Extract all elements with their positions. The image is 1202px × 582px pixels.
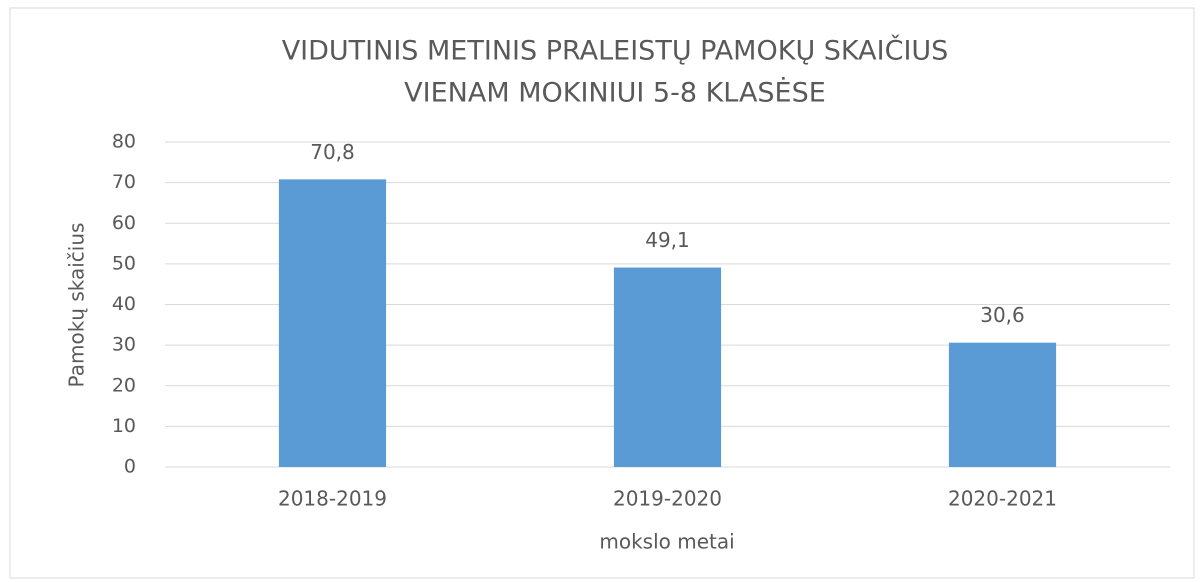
y-axis-label: Pamokų skaičius (65, 223, 89, 388)
y-tick-label: 40 (112, 293, 136, 315)
x-tick-label: 2019-2020 (613, 487, 722, 511)
y-tick-label: 60 (112, 212, 136, 234)
x-tick-label: 2020-2021 (948, 487, 1057, 511)
data-label: 70,8 (310, 140, 355, 164)
chart-border (9, 7, 1195, 579)
y-tick-label: 10 (112, 415, 136, 437)
y-tick-label: 80 (112, 131, 136, 153)
chart-title: VIDUTINIS METINIS PRALEISTŲ PAMOKŲ SKAIČ… (282, 35, 949, 67)
data-label: 49,1 (645, 228, 690, 252)
x-axis-label: mokslo metai (599, 530, 734, 554)
data-label: 30,6 (980, 303, 1025, 327)
y-tick-label: 30 (112, 334, 136, 356)
y-tick-label: 0 (124, 456, 136, 478)
y-tick-label: 70 (112, 171, 136, 193)
bar (613, 267, 722, 467)
bar (278, 179, 387, 467)
y-tick-label: 20 (112, 374, 136, 396)
bar (948, 342, 1057, 467)
y-tick-label: 50 (112, 252, 136, 274)
x-tick-label: 2018-2019 (278, 487, 387, 511)
chart-title: VIENAM MOKINIUI 5-8 KLASĖSE (404, 77, 826, 109)
